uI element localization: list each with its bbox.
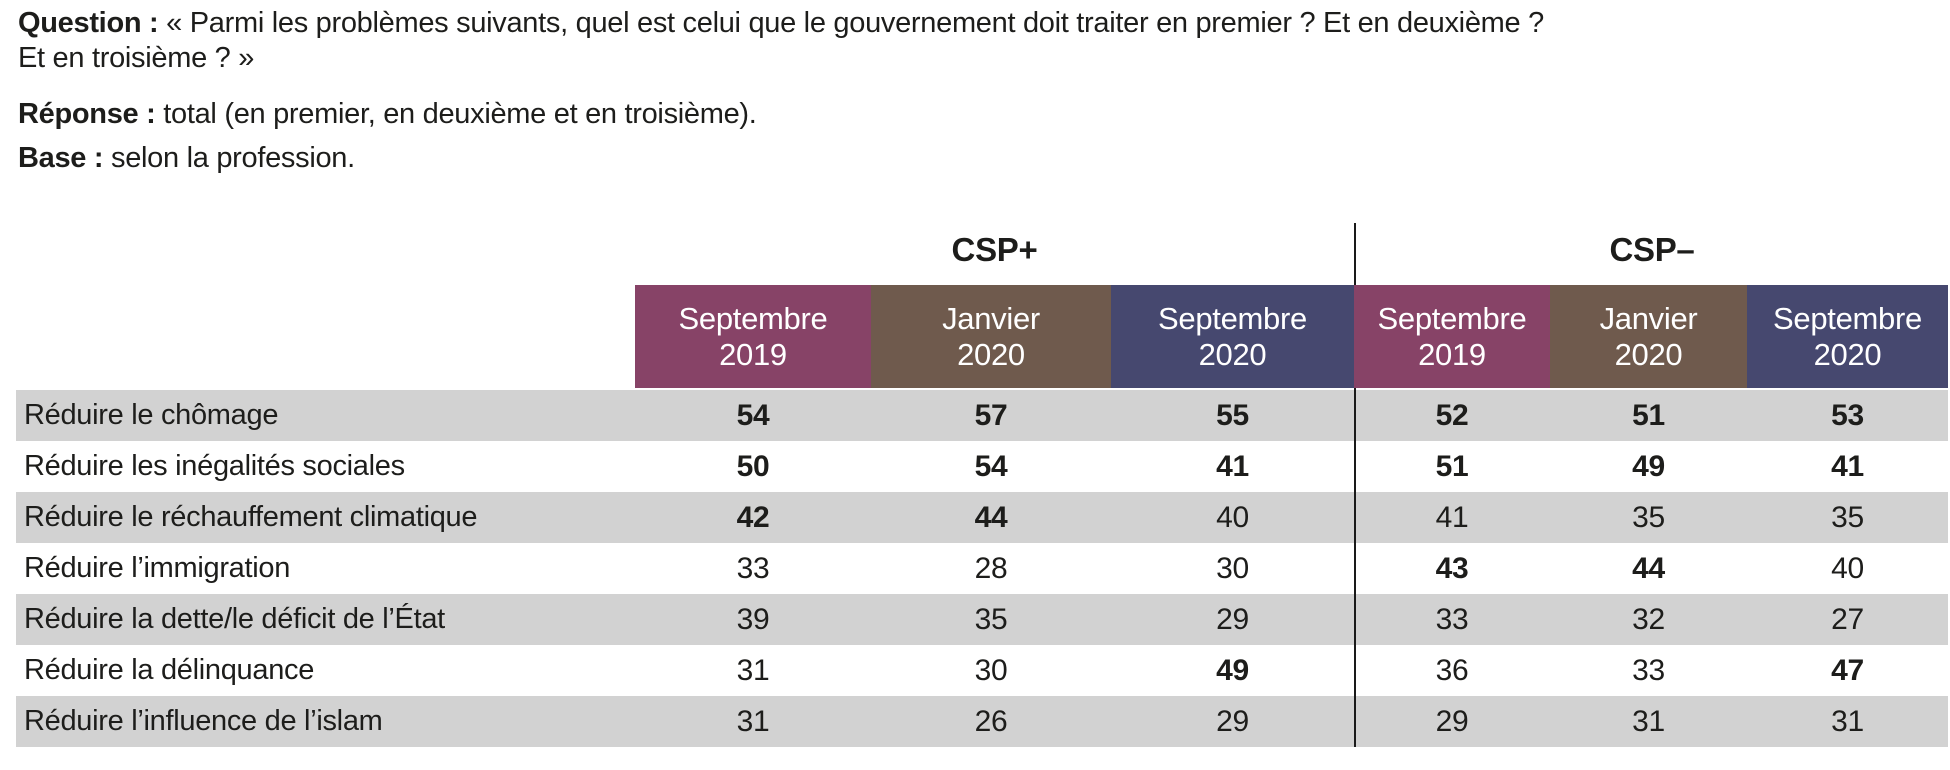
value-cell: 39: [736, 602, 770, 636]
value-cell: 26: [974, 704, 1008, 738]
value-cell: 41: [1435, 500, 1469, 534]
column-header-month: Janvier: [942, 300, 1040, 336]
column-header-sept-2019-csp-minus: Septembre 2019: [1354, 285, 1550, 388]
base-text: Base : selon la profession.: [18, 141, 355, 176]
column-header-month: Septembre: [1377, 300, 1527, 336]
response-text: Réponse : total (en premier, en deuxième…: [18, 97, 757, 132]
column-header-year: 2020: [1614, 336, 1683, 372]
value-cell: 31: [1632, 704, 1665, 738]
value-cell: 36: [1435, 653, 1469, 687]
value-cell: 47: [1831, 653, 1864, 687]
column-header-sept-2020-csp-plus: Septembre 2020: [1111, 285, 1354, 388]
column-header-year: 2019: [719, 336, 787, 372]
group-header-csp-plus: CSP+: [951, 231, 1038, 268]
value-cell: 50: [736, 449, 770, 483]
value-cell: 54: [974, 449, 1008, 483]
column-header-janv-2020-csp-plus: Janvier 2020: [871, 285, 1111, 388]
value-cell: 55: [1216, 398, 1249, 432]
table-row: Réduire la dette/le déficit de l’État 39…: [16, 594, 1948, 645]
value-cell: 27: [1831, 602, 1864, 636]
value-cell: 41: [1831, 449, 1864, 483]
value-cell: 33: [736, 551, 770, 585]
row-label: Réduire la dette/le déficit de l’État: [24, 603, 445, 635]
value-cell: 52: [1435, 398, 1469, 432]
response-label: Réponse :: [18, 98, 156, 130]
column-header-month: Septembre: [1158, 300, 1307, 336]
base-value: selon la profession.: [111, 142, 355, 174]
value-cell: 31: [736, 653, 770, 687]
column-header-year: 2020: [1813, 336, 1882, 372]
value-cell: 28: [974, 551, 1008, 585]
column-header-year: 2020: [1198, 336, 1267, 372]
column-header-sept-2019-csp-plus: Septembre 2019: [635, 285, 871, 388]
table-row: Réduire l’influence de l’islam 31 26 29 …: [16, 696, 1948, 747]
column-header-month: Septembre: [1773, 300, 1922, 336]
value-cell: 30: [974, 653, 1008, 687]
value-cell: 43: [1435, 551, 1469, 585]
value-cell: 31: [736, 704, 770, 738]
column-header-month: Septembre: [678, 300, 828, 336]
value-cell: 32: [1632, 602, 1665, 636]
value-cell: 33: [1632, 653, 1665, 687]
base-label: Base :: [18, 142, 104, 174]
column-header-month: Janvier: [1599, 300, 1698, 336]
group-divider-line-body: [1354, 388, 1356, 747]
column-header-year: 2020: [957, 336, 1025, 372]
response-value: total (en premier, en deuxième et en tro…: [163, 98, 757, 130]
value-cell: 35: [1632, 500, 1665, 534]
value-cell: 33: [1435, 602, 1469, 636]
row-label: Réduire la délinquance: [24, 654, 315, 686]
row-label: Réduire les inégalités sociales: [24, 450, 405, 482]
question-text: Question : « Parmi les problèmes suivant…: [18, 6, 1578, 76]
value-cell: 41: [1216, 449, 1249, 483]
value-cell: 29: [1435, 704, 1469, 738]
question-label: Question :: [18, 7, 159, 39]
table-row: Réduire le chômage 54 57 55 52 51 53: [16, 390, 1948, 441]
value-cell: 29: [1216, 704, 1249, 738]
value-cell: 49: [1632, 449, 1665, 483]
value-cell: 53: [1831, 398, 1864, 432]
question-line1: « Parmi les problèmes suivants, quel est…: [166, 7, 1544, 39]
column-header-year: 2019: [1418, 336, 1486, 372]
value-cell: 40: [1831, 551, 1864, 585]
value-cell: 54: [736, 398, 770, 432]
value-cell: 51: [1435, 449, 1469, 483]
value-cell: 35: [974, 602, 1008, 636]
column-header-janv-2020-csp-minus: Janvier 2020: [1550, 285, 1747, 388]
group-divider-line-top: [1354, 223, 1356, 286]
value-cell: 51: [1632, 398, 1665, 432]
value-cell: 42: [736, 500, 770, 534]
column-header-sept-2020-csp-minus: Septembre 2020: [1747, 285, 1948, 388]
value-cell: 44: [974, 500, 1008, 534]
value-cell: 29: [1216, 602, 1249, 636]
row-label: Réduire l’influence de l’islam: [24, 705, 383, 737]
row-label: Réduire le chômage: [24, 399, 279, 431]
group-header-csp-minus: CSP–: [1609, 231, 1695, 268]
row-label: Réduire le réchauffement climatique: [24, 501, 478, 533]
question-line2: Et en troisième ? »: [18, 42, 255, 74]
value-cell: 30: [1216, 551, 1249, 585]
table-row: Réduire les inégalités sociales 50 54 41…: [16, 441, 1948, 492]
value-cell: 31: [1831, 704, 1864, 738]
value-cell: 40: [1216, 500, 1249, 534]
value-cell: 35: [1831, 500, 1864, 534]
value-cell: 44: [1632, 551, 1665, 585]
table-row: Réduire le réchauffement climatique 42 4…: [16, 492, 1948, 543]
table-row: Réduire la délinquance 31 30 49 36 33 47: [16, 645, 1948, 696]
table-body: Réduire le chômage 54 57 55 52 51 53 Réd…: [16, 390, 1948, 747]
row-label: Réduire l’immigration: [24, 552, 291, 584]
value-cell: 49: [1216, 653, 1249, 687]
table-row: Réduire l’immigration 33 28 30 43 44 40: [16, 543, 1948, 594]
value-cell: 57: [974, 398, 1008, 432]
